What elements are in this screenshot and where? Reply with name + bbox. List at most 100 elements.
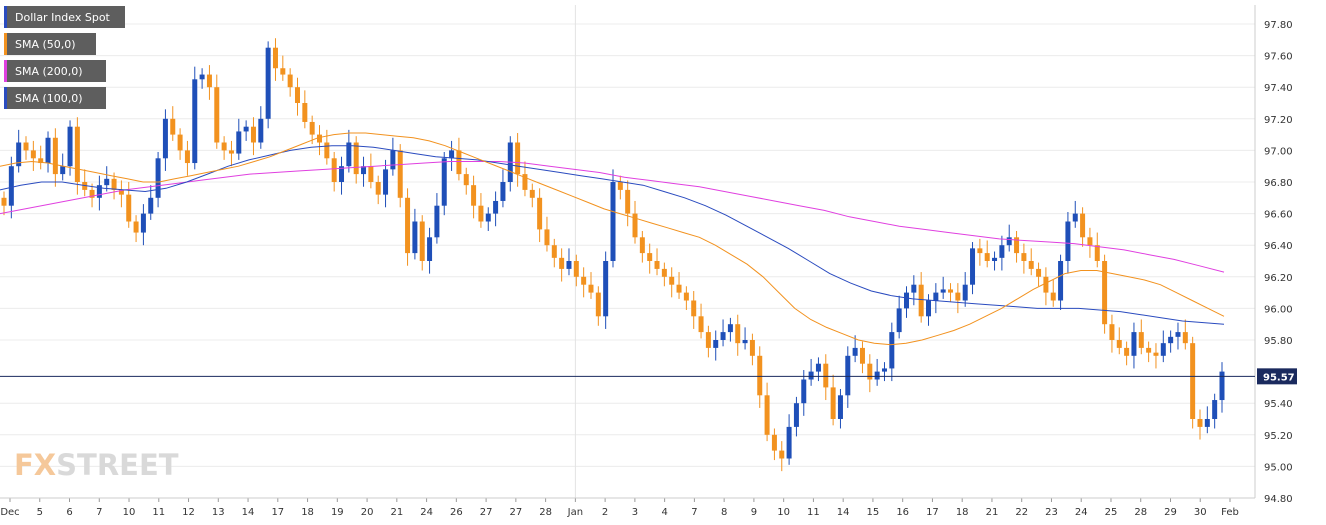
candle-body [654,261,660,269]
legend-item-dollar-index[interactable]: Dollar Index Spot [4,6,125,28]
candle-body [361,166,367,175]
candle-body [588,284,594,293]
candle-body [911,284,917,293]
candle-body [1204,419,1210,427]
candle-body [331,158,337,182]
candle-body [104,178,110,186]
logo-fx: FX [14,448,57,482]
candle-body [177,134,183,151]
fxstreet-logo: FXSTREET [14,448,179,482]
x-tick-label: 28 [539,507,552,518]
candle-body [559,257,565,269]
candle-body [1087,237,1093,246]
candle-body [148,197,154,214]
candle-body [1168,336,1174,344]
candle-body [228,150,234,154]
candle-body [1190,343,1196,419]
x-tick-label: 16 [896,507,909,518]
candle-body [258,118,264,143]
x-tick-label: 28 [1134,507,1147,518]
candle-body [837,395,843,419]
candle-body [463,174,469,186]
x-tick-label: 21 [390,507,403,518]
y-tick-label: 95.80 [1264,336,1293,347]
candle-body [977,248,983,254]
x-tick-label: 27 [480,507,493,518]
candle-body [1,197,7,206]
x-tick-label: 15 [867,507,880,518]
candle-body [1006,237,1012,246]
candle-body [8,166,14,206]
candle-body [346,142,352,167]
candle-body [324,142,330,159]
candle-body [1212,400,1218,419]
legend-label: SMA (100,0) [15,91,83,105]
candle-body [214,87,220,143]
x-tick-label: 29 [1164,507,1177,518]
candle-body [155,158,161,198]
candle-body [581,276,587,285]
candle-body [720,332,726,340]
legend-item-sma-100[interactable]: SMA (100,0) [4,87,106,109]
x-tick-label: 17 [926,507,939,518]
candle-body [1219,371,1225,401]
x-tick-label: 30 [1194,507,1207,518]
candle-body [30,150,36,159]
candle-body [133,221,139,233]
sma-100-line [0,145,1225,325]
legend-item-sma-50[interactable]: SMA (50,0) [4,33,96,55]
candle-body [397,150,403,198]
candle-body [617,182,623,190]
candle-body [852,347,858,356]
candle-body [786,426,792,459]
candle-body [1072,213,1078,222]
x-tick-label: 7 [96,507,102,518]
candle-body [89,189,95,198]
chart-legend: Dollar Index Spot SMA (50,0) SMA (200,0)… [4,6,125,114]
candle-body [38,158,44,164]
candle-body [705,332,711,348]
candle-body [126,194,132,222]
candle-body [1175,332,1181,337]
candle-body [742,340,748,344]
y-tick-label: 96.40 [1264,241,1293,252]
candle-body [405,197,411,254]
candle-body [537,197,543,230]
candle-body [1094,245,1100,261]
x-tick-label: 27 [509,507,522,518]
candle-body [45,137,51,164]
legend-label: SMA (50,0) [15,37,76,51]
legend-item-sma-200[interactable]: SMA (200,0) [4,60,106,82]
candle-body [1028,261,1034,269]
candle-body [265,47,271,119]
candle-body [727,324,733,333]
x-tick-label: 3 [632,507,638,518]
x-tick-label: 24 [420,507,433,518]
candle-body [1160,343,1166,356]
x-tick-label: 21 [986,507,999,518]
y-tick-label: 97.00 [1264,146,1293,157]
candle-body [1197,419,1203,427]
y-tick-label: 95.20 [1264,431,1293,442]
x-tick-label: 13 [212,507,225,518]
x-tick-label: 18 [301,507,314,518]
candle-body [280,68,286,75]
candle-body [1065,221,1071,261]
candle-body [867,363,873,380]
candle-body [918,284,924,317]
candle-body [294,87,300,103]
x-tick-label: 9 [751,507,757,518]
x-tick-label: 6 [66,507,72,518]
legend-swatch [4,60,7,82]
candle-body [830,387,836,419]
candle-body [903,292,909,309]
candle-body [713,340,719,348]
x-tick-label: 10 [777,507,790,518]
candle-body [412,221,418,254]
candle-body [493,200,499,214]
x-tick-label: 12 [182,507,195,518]
candle-body [456,150,462,175]
x-tick-label: 10 [123,507,136,518]
candle-body [199,74,205,80]
